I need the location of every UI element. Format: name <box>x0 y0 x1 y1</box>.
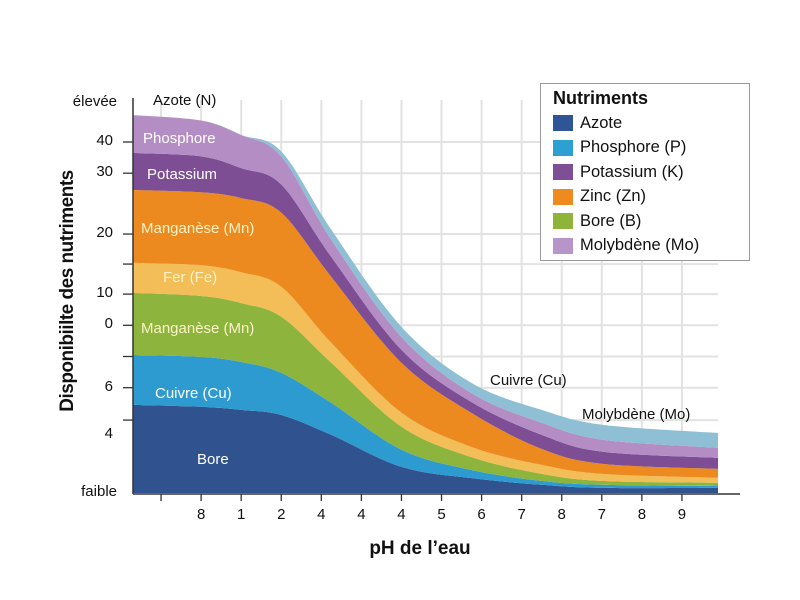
legend-item-azote: Azote <box>553 111 737 136</box>
legend: Nutriments Azote Phosphore (P) Potassium… <box>540 83 750 261</box>
x-tick-label: 4 <box>357 506 366 523</box>
legend-item-phosphore: Phosphore (P) <box>553 136 737 161</box>
x-tick-label: 1 <box>237 506 246 523</box>
y-tick-label: élevée <box>72 93 117 110</box>
y-tick-label: 20 <box>96 224 113 242</box>
area-series-5 <box>133 152 718 469</box>
legend-item-molybdene: Molybdène (Mo) <box>553 234 737 259</box>
y-tick-label: 40 <box>96 132 113 149</box>
legend-label: Molybdène (Mo) <box>580 236 700 255</box>
series-label-cuivre: Cuivre (Cu) <box>155 385 232 402</box>
x-tick-label: 9 <box>677 506 687 523</box>
y-tick-label: 10 <box>96 284 113 302</box>
x-tick-label: 4 <box>317 506 326 523</box>
x-tick-label: 8 <box>557 506 566 523</box>
area-series-3 <box>133 262 718 483</box>
legend-title: Nutriments <box>553 88 649 108</box>
legend-label: Azote <box>580 113 623 132</box>
x-tick-label: 8 <box>196 506 206 523</box>
legend-label: Zinc (Zn) <box>580 187 646 206</box>
area-series-0 <box>133 404 718 493</box>
series-label-potassium: Potassium <box>147 166 218 183</box>
area-series-6 <box>133 115 718 458</box>
y-tick-label: 30 <box>96 163 113 181</box>
series-label-manganese-orange: Manganèse (Mn) <box>141 220 255 237</box>
x-tick-label: 7 <box>517 506 526 523</box>
y-tick-label: faible <box>81 483 117 500</box>
legend-item-zinc: Zinc (Zn) <box>553 185 737 210</box>
x-tick-label: 5 <box>437 506 446 523</box>
area-series-2 <box>133 292 718 486</box>
x-tick-label: 6 <box>477 506 486 523</box>
y-axis-title: Disponibiilte des nutriments <box>57 170 78 412</box>
series-label-manganese-green: Manganèse (Mn) <box>141 320 255 337</box>
legend-swatch <box>553 188 573 205</box>
axes <box>123 98 740 501</box>
x-axis-title: pH de l’eau <box>369 538 471 559</box>
annotation-cuivre: Cuivre (Cu) <box>490 372 567 389</box>
areas <box>133 115 718 493</box>
annotation-azote: Azote (N) <box>153 92 217 109</box>
legend-swatch <box>553 164 573 181</box>
legend-item-potassium: Potassium (K) <box>553 160 737 185</box>
x-tick-label: 8 <box>637 506 647 523</box>
y-tick-label: 4 <box>104 424 113 442</box>
legend-item-bore: Bore (B) <box>553 209 737 234</box>
legend-swatch <box>553 115 573 132</box>
area-series-4 <box>133 189 718 478</box>
x-tick-label: 7 <box>597 506 606 523</box>
legend-label: Potassium (K) <box>580 162 684 181</box>
legend-swatch <box>553 237 573 254</box>
series-label-fer: Fer (Fe) <box>163 269 218 286</box>
annotation-molybdene: Molybdène (Mo) <box>582 406 691 423</box>
y-tick-label: 6 <box>104 377 113 395</box>
legend-label: Phosphore (P) <box>580 138 687 157</box>
legend-swatch <box>553 213 573 230</box>
x-tick-label: 4 <box>397 506 406 523</box>
series-label-bore: Bore <box>197 451 229 468</box>
legend-label: Bore (B) <box>580 211 642 230</box>
y-tick-label: 0 <box>104 315 113 333</box>
area-series-1 <box>133 354 718 489</box>
series-label-phosphore: Phosphore <box>143 130 216 147</box>
x-tick-label: 2 <box>277 506 286 523</box>
legend-swatch <box>553 139 573 156</box>
